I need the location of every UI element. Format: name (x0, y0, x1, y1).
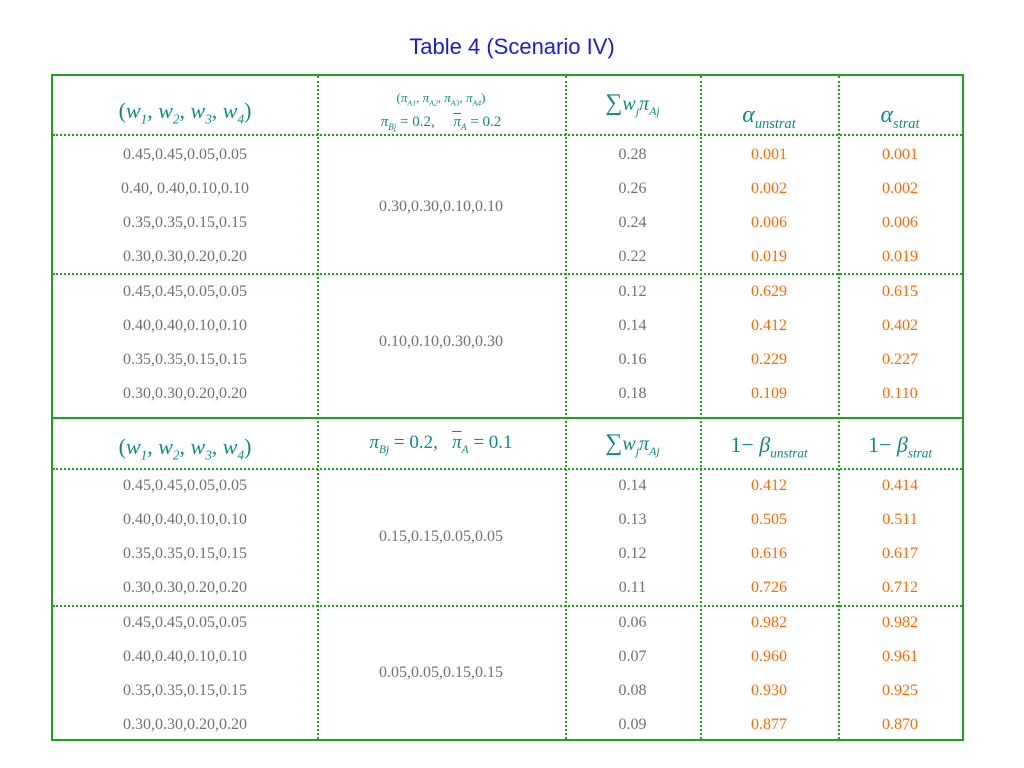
header-power-unstrat: 1− βunstrat (730, 432, 808, 461)
sum-cell: 0.11 (618, 579, 647, 596)
weight-cell: 0.35,0.35,0.15,0.15 (123, 214, 247, 231)
column-divider-3 (700, 76, 702, 739)
header-alpha-unstrat: αunstrat (742, 102, 796, 132)
header-weights: (w1, w2, w3, w4) (118, 98, 252, 127)
weight-cell: 0.45,0.45,0.05,0.05 (123, 146, 247, 163)
power-unstrat-cell: 0.982 (751, 614, 787, 631)
power-strat-cell: 0.414 (882, 477, 918, 494)
header-weights-2: (w1, w2, w3, w4) (118, 434, 252, 463)
power-unstrat-cell: 0.726 (751, 579, 787, 596)
weight-cell: 0.30,0.30,0.20,0.20 (123, 385, 247, 402)
power-unstrat-cell: 0.412 (751, 477, 787, 494)
power-unstrat-cell: 0.616 (751, 545, 787, 562)
sum-cell: 0.18 (618, 385, 647, 402)
alpha-unstrat-cell: 0.412 (751, 317, 787, 334)
sum-cell: 0.14 (618, 317, 647, 334)
alpha-strat-cell: 0.001 (882, 146, 918, 163)
sum-cell: 0.12 (618, 545, 647, 562)
weight-cell: 0.40,0.40,0.10,0.10 (123, 511, 247, 528)
power-strat-cell: 0.617 (882, 545, 918, 562)
weight-cell: 0.45,0.45,0.05,0.05 (123, 614, 247, 631)
column-divider-2 (565, 76, 567, 739)
header-pi-a-list: (πA1, πA2, πA3, πA4) (396, 90, 486, 108)
pi-cell: 0.10,0.10,0.30,0.30 (379, 333, 503, 350)
sum-cell: 0.08 (618, 682, 647, 699)
alpha-unstrat-cell: 0.019 (751, 248, 787, 265)
weight-cell: 0.40,0.40,0.10,0.10 (123, 317, 247, 334)
sum-cell: 0.22 (618, 248, 647, 265)
weight-cell: 0.35,0.35,0.15,0.15 (123, 351, 247, 368)
alpha-unstrat-cell: 0.002 (751, 180, 787, 197)
header-pi-values: πBj = 0.2, πA = 0.2 (380, 114, 502, 132)
power-strat-cell: 0.925 (882, 682, 918, 699)
alpha-strat-cell: 0.006 (882, 214, 918, 231)
weight-cell: 0.45,0.45,0.05,0.05 (123, 477, 247, 494)
weight-cell: 0.30,0.30,0.20,0.20 (123, 248, 247, 265)
alpha-unstrat-cell: 0.006 (751, 214, 787, 231)
sum-cell: 0.16 (618, 351, 647, 368)
alpha-strat-cell: 0.227 (882, 351, 918, 368)
header-alpha-strat: αstrat (880, 102, 920, 132)
power-unstrat-cell: 0.960 (751, 648, 787, 665)
weight-cell: 0.35,0.35,0.15,0.15 (123, 545, 247, 562)
power-unstrat-cell: 0.505 (751, 511, 787, 528)
sum-cell: 0.06 (618, 614, 647, 631)
column-divider-4 (838, 76, 840, 739)
page-title: Table 4 (Scenario IV) (409, 34, 615, 59)
sum-cell: 0.26 (618, 180, 647, 197)
weight-cell: 0.40,0.40,0.10,0.10 (123, 648, 247, 665)
results-table: (w1, w2, w3, w4) (πA1, πA2, πA3, πA4) πB… (51, 74, 964, 741)
header-sum: ∑wjπAj (605, 90, 660, 118)
alpha-strat-cell: 0.002 (882, 180, 918, 197)
pi-cell: 0.15,0.15,0.05,0.05 (379, 528, 503, 545)
sum-cell: 0.07 (618, 648, 647, 665)
alpha-unstrat-cell: 0.001 (751, 146, 787, 163)
pi-cell: 0.05,0.05,0.15,0.15 (379, 664, 503, 681)
sum-cell: 0.24 (618, 214, 647, 231)
alpha-strat-cell: 0.019 (882, 248, 918, 265)
weight-cell: 0.30,0.30,0.20,0.20 (123, 579, 247, 596)
sum-cell: 0.14 (618, 477, 647, 494)
power-strat-cell: 0.961 (882, 648, 918, 665)
weight-cell: 0.40, 0.40,0.10,0.10 (121, 180, 249, 197)
power-unstrat-cell: 0.877 (751, 716, 787, 733)
alpha-strat-cell: 0.615 (882, 283, 918, 300)
power-strat-cell: 0.870 (882, 716, 918, 733)
header-pi-values-2: πBj = 0.2, πA = 0.1 (369, 432, 513, 456)
header-power-strat: 1− βstrat (867, 432, 933, 461)
group-divider-2 (53, 605, 962, 607)
power-unstrat-cell: 0.930 (751, 682, 787, 699)
power-strat-cell: 0.712 (882, 579, 918, 596)
group-divider-1 (53, 273, 962, 275)
sum-cell: 0.09 (618, 716, 647, 733)
power-strat-cell: 0.982 (882, 614, 918, 631)
sum-cell: 0.12 (618, 283, 647, 300)
power-strat-cell: 0.511 (882, 511, 918, 528)
alpha-unstrat-cell: 0.109 (751, 385, 787, 402)
alpha-unstrat-cell: 0.229 (751, 351, 787, 368)
pi-cell: 0.30,0.30,0.10,0.10 (379, 198, 503, 215)
alpha-strat-cell: 0.402 (882, 317, 918, 334)
alpha-strat-cell: 0.110 (882, 385, 918, 402)
sum-cell: 0.28 (618, 146, 647, 163)
section-divider (53, 417, 962, 419)
weight-cell: 0.30,0.30,0.20,0.20 (123, 716, 247, 733)
sum-cell: 0.13 (618, 511, 647, 528)
weight-cell: 0.45,0.45,0.05,0.05 (123, 283, 247, 300)
header-divider-bottom (53, 468, 962, 470)
header-divider-top (53, 134, 962, 136)
header-sum-2: ∑wjπAj (605, 430, 660, 458)
column-divider-1 (317, 76, 319, 739)
weight-cell: 0.35,0.35,0.15,0.15 (123, 682, 247, 699)
alpha-unstrat-cell: 0.629 (751, 283, 787, 300)
